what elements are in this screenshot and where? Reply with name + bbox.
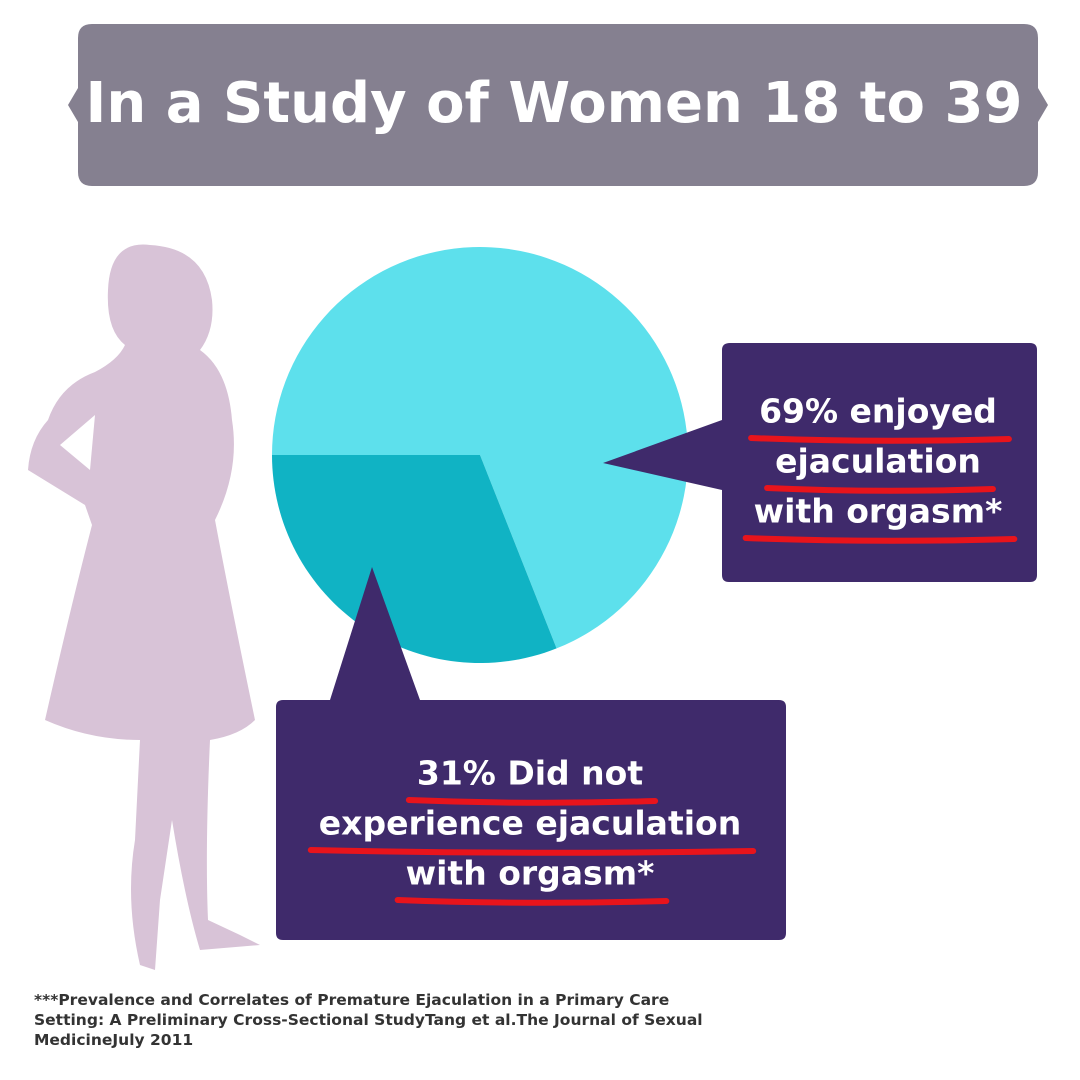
underline	[742, 535, 1018, 544]
underline	[307, 847, 757, 856]
pie	[272, 246, 688, 663]
labels: 69% enjoyed ejaculation with orgasm* 31% Di…	[307, 392, 1018, 906]
underline	[394, 897, 670, 906]
underline	[764, 485, 996, 494]
footnote: ***Prevalence and Correlates of Prematur…	[34, 991, 703, 1049]
callout-text: experience ejaculation	[319, 804, 741, 843]
silhouette	[28, 244, 260, 970]
callout-text: 31% Did not	[417, 754, 643, 793]
chart-title: In a Study of Women 18 to 39	[86, 71, 1023, 136]
callout-box	[276, 567, 786, 940]
callout-text: with orgasm*	[754, 492, 1003, 531]
callouts	[276, 343, 1037, 940]
pie-slice	[272, 246, 688, 649]
callout-text: 69% enjoyed	[759, 392, 997, 431]
underline	[405, 797, 659, 806]
title-banner	[68, 24, 1048, 186]
callout-text: with orgasm*	[406, 854, 655, 893]
pie-slice	[272, 455, 557, 663]
underline	[748, 435, 1012, 444]
callout-box	[603, 343, 1037, 582]
callout-text: ejaculation	[775, 442, 981, 481]
